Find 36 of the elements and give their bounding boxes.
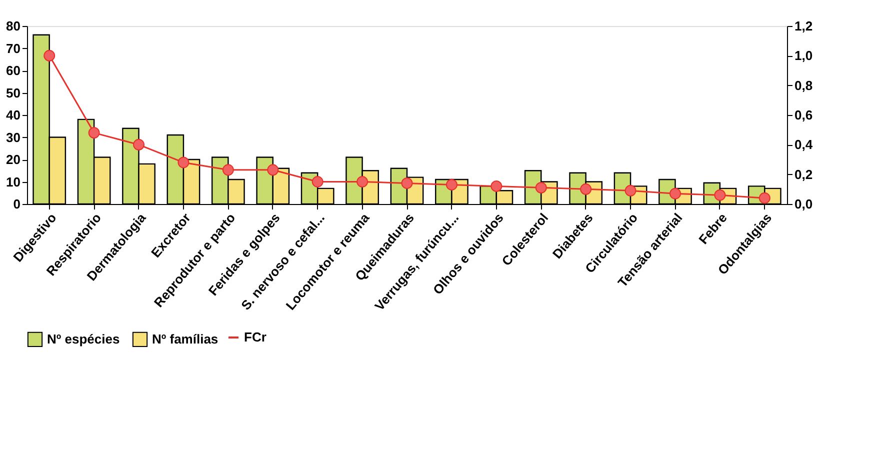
y-tick-label: 40 — [6, 108, 20, 122]
legend-label: FCr — [244, 330, 266, 344]
y2-tick-label: 0,2 — [794, 166, 813, 182]
point — [178, 156, 190, 168]
legend-label: Nº famílias — [152, 331, 218, 346]
y2-tick-label: 0,0 — [794, 196, 813, 212]
y-tick-label: 0 — [13, 196, 20, 212]
legend-label: Nº espécies — [47, 331, 120, 346]
y-tick-label: 20 — [6, 152, 20, 167]
point — [758, 192, 770, 204]
y2-tick-label: 1,2 — [794, 18, 813, 34]
y2-tick-label: 0,6 — [794, 108, 813, 122]
point — [44, 50, 56, 62]
y2-tick-label: 0,4 — [794, 137, 814, 152]
point — [669, 188, 681, 200]
y2-tick-label: 0,8 — [794, 78, 813, 93]
point — [714, 189, 726, 201]
y-tick-label: 50 — [6, 85, 20, 100]
point — [535, 182, 547, 194]
point — [580, 183, 592, 195]
point — [133, 138, 145, 150]
y-tick-label: 60 — [6, 63, 20, 78]
point — [88, 127, 100, 139]
point — [401, 178, 413, 189]
point — [267, 164, 279, 176]
y2-tick-label: 1,0 — [794, 48, 813, 64]
point — [312, 176, 324, 188]
y-tick-label: 80 — [6, 18, 20, 34]
point — [624, 184, 636, 196]
point — [222, 164, 234, 176]
y-tick-label: 10 — [6, 174, 20, 190]
y-tick-label: 70 — [6, 40, 20, 56]
point — [446, 178, 458, 190]
point — [490, 180, 502, 192]
point — [356, 176, 368, 188]
y-tick-label: 30 — [6, 130, 20, 145]
